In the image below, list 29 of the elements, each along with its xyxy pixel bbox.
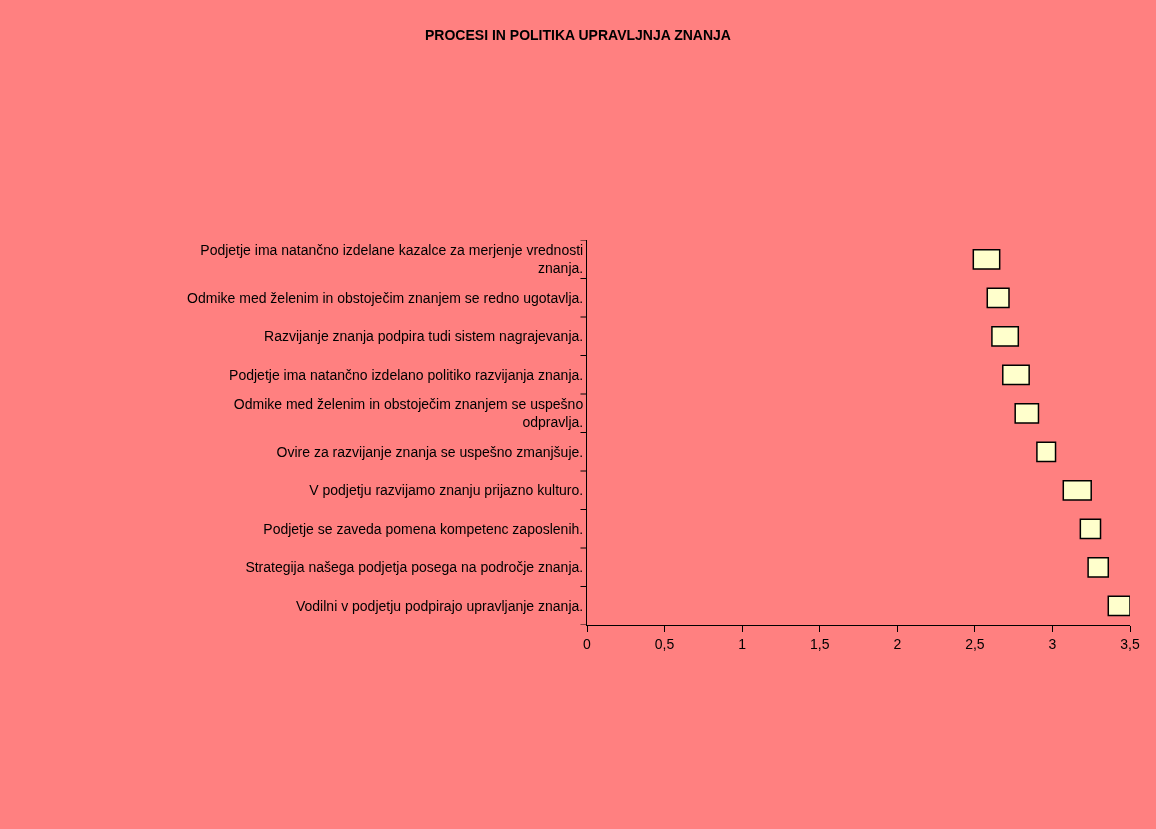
bar (1079, 518, 1102, 540)
bar (991, 325, 1020, 347)
y-tick-label: V podjetju razvijamo znanju prijazno kulturo. (309, 482, 584, 499)
bar (972, 248, 1001, 270)
bar (1087, 556, 1110, 578)
chart-title: PROCESI IN POLITIKA UPRAVLJNJA ZNANJA (425, 26, 731, 43)
x-tick-label: 1 (738, 635, 747, 652)
x-tick-label: 2 (893, 635, 902, 652)
y-tick-label: Ovire za razvijanje znanja se uspešno zmanjšuje. (276, 443, 584, 460)
bar (1036, 441, 1057, 463)
x-tick-label: 3,5 (1120, 635, 1140, 652)
x-tick-label: 2,5 (965, 635, 985, 652)
y-tick-label: Razvijanje znanja podpira tudi sistem nagrajevanja. (264, 328, 584, 345)
y-tick-label: Vodilni v podjetju podpirajo upravljanje znanja. (296, 597, 584, 614)
y-tick-label: Podjetje se zaveda pomena kompetenc zaposlenih. (263, 520, 584, 537)
y-tick-label: Odmike med želenim in obstoječim znanjem se uspešno odpravlja. (233, 396, 584, 431)
x-tick-label: 0 (583, 635, 592, 652)
y-tick-label: Strategija našega podjetja posega na področje znanja. (245, 559, 584, 576)
x-tick-label: 3 (1048, 635, 1057, 652)
bar (1107, 595, 1130, 617)
bar (1062, 479, 1092, 501)
bar (986, 287, 1010, 309)
y-tick-label: Podjetje ima natančno izdelane kazalce za merjenje vrednosti znanja. (200, 242, 584, 277)
y-tick-label: Podjetje ima natančno izdelano politiko razvijanja znanja. (229, 366, 584, 383)
x-tick-label: 0,5 (654, 635, 675, 652)
bar (1002, 364, 1030, 386)
y-tick-label: Odmike med želenim in obstoječim znanjem se redno ugotavlja. (187, 289, 584, 306)
bar (1014, 402, 1040, 424)
x-tick-label: 1,5 (809, 635, 830, 652)
